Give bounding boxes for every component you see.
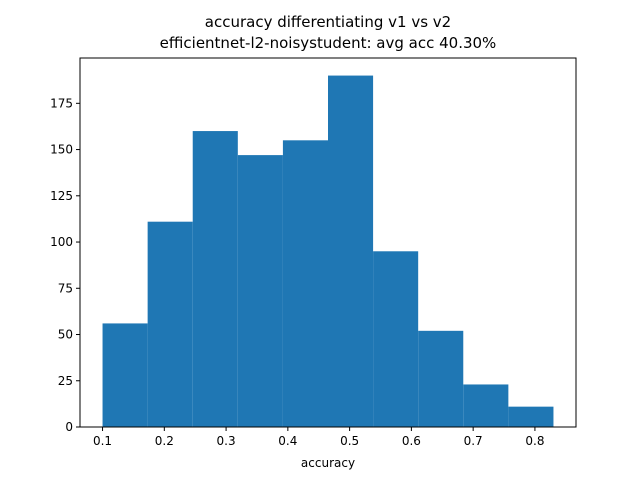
histogram-bar xyxy=(373,251,419,427)
y-tick-label: 125 xyxy=(50,189,73,203)
y-axis-ticks: 0 25 50 75 100 125 150 175 xyxy=(50,96,80,434)
histogram-bar xyxy=(102,323,148,427)
y-tick-label: 175 xyxy=(50,96,73,110)
x-tick-label: 0.6 xyxy=(402,434,421,448)
x-axis-label: accuracy xyxy=(301,456,355,470)
histogram-bar xyxy=(418,330,464,427)
chart-title: accuracy differentiating v1 vs v2 xyxy=(205,13,451,31)
y-tick-label: 150 xyxy=(50,143,73,157)
y-tick-label: 75 xyxy=(58,281,73,295)
bars-group xyxy=(102,75,554,428)
histogram-bar xyxy=(508,406,554,427)
x-tick-label: 0.2 xyxy=(155,434,174,448)
x-tick-label: 0.7 xyxy=(464,434,483,448)
x-tick-label: 0.1 xyxy=(93,434,112,448)
y-tick-label: 0 xyxy=(65,420,73,434)
histogram-bar xyxy=(237,155,283,427)
histogram-bar xyxy=(463,384,509,427)
y-tick-label: 100 xyxy=(50,235,73,249)
x-tick-label: 0.5 xyxy=(340,434,359,448)
plot-frame xyxy=(79,57,577,428)
chart-subtitle: efficientnet-l2-noisystudent: avg acc 40… xyxy=(160,34,497,52)
x-tick-label: 0.4 xyxy=(278,434,297,448)
y-tick-label: 25 xyxy=(58,374,73,388)
histogram-bar xyxy=(282,140,328,427)
y-tick-label: 50 xyxy=(58,328,73,342)
x-tick-label: 0.8 xyxy=(525,434,544,448)
histogram-bar xyxy=(147,221,193,427)
histogram-bar xyxy=(328,75,374,428)
x-axis-ticks: 0.1 0.2 0.3 0.4 0.5 0.6 0.7 0.8 xyxy=(93,427,544,448)
x-tick-label: 0.3 xyxy=(217,434,236,448)
histogram-bar xyxy=(192,131,238,427)
